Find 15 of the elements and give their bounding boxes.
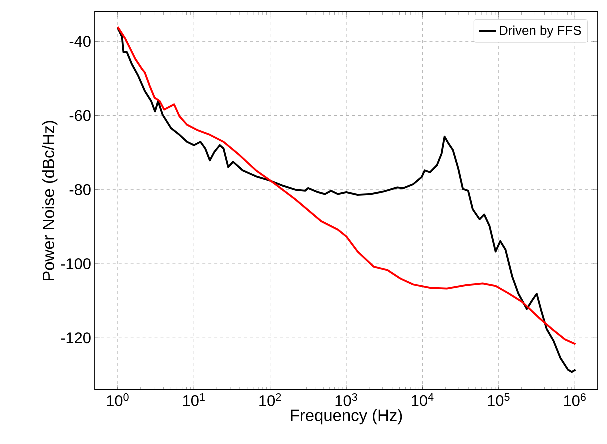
y-tick-label: -80 (70, 184, 91, 196)
x-tick-label: 10$^{5}$ (488, 394, 510, 406)
y-tick-label: -40 (70, 36, 91, 48)
y-tick-label: -60 (70, 110, 91, 122)
x-axis-title: Frequency (Hz) (291, 409, 402, 425)
x-tick-label: 10$^{6}$ (564, 394, 586, 406)
y-axis-title: Power Noise (dBc/Hz) (42, 121, 58, 280)
y-tick-label: -100 (61, 258, 91, 270)
y-tick-label: -120 (61, 332, 91, 344)
x-tick-label: 10$^{0}$ (107, 394, 129, 406)
x-tick-label: 10$^{2}$ (260, 394, 282, 406)
legend-label: Driven by FFS (500, 26, 582, 38)
x-tick-label: 10$^{1}$ (183, 394, 205, 406)
x-tick-label: 10$^{4}$ (412, 394, 434, 406)
x-tick-label: 10$^{3}$ (336, 394, 358, 406)
